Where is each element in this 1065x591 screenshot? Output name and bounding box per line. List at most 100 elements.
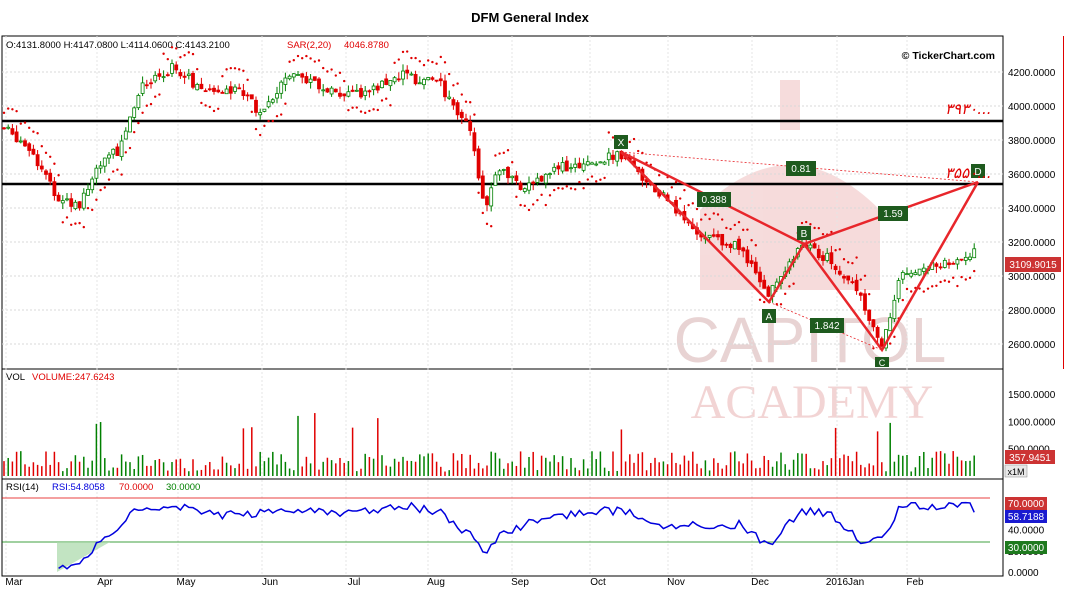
sar-dot (607, 131, 610, 134)
candle-body (493, 174, 498, 186)
candle-body (228, 86, 233, 94)
sar-dot (746, 228, 749, 231)
candle-body (543, 173, 548, 184)
candle-body (81, 192, 86, 209)
sar-dot (910, 290, 913, 293)
last-price-box: 3109.9015 (1005, 257, 1061, 272)
copyright-label: © TickerChart.com (902, 50, 995, 62)
x-axis-label: Feb (906, 577, 924, 588)
candle-body (422, 78, 426, 86)
sar-dot (905, 287, 909, 291)
sar-dot (809, 223, 812, 226)
candle-body (942, 259, 947, 268)
sar-dot (74, 222, 77, 225)
candle-body (212, 87, 216, 92)
candle-body (98, 165, 103, 169)
candle-body (510, 175, 515, 179)
x-axis-label: Jun (262, 577, 278, 588)
candle-body (409, 73, 414, 76)
sar-dot (830, 230, 833, 234)
sar-dot (422, 63, 426, 67)
sar-dot (557, 186, 560, 190)
sar-dot (95, 198, 98, 201)
sar-dot (527, 208, 531, 212)
candle-body (363, 90, 368, 96)
ratio-xb: 0.388 (697, 192, 731, 207)
svg-text:A: A (766, 312, 773, 323)
sar-dot (872, 347, 875, 350)
candle-body (871, 319, 876, 328)
rsi-lower-box: 30.0000 (1005, 541, 1047, 554)
candle-body (808, 244, 813, 249)
sar-dot (477, 191, 480, 195)
candle-body (556, 165, 561, 170)
candle-body (401, 70, 405, 80)
sar-dot (775, 302, 778, 306)
svg-text:357.9451: 357.9451 (1009, 453, 1051, 464)
sar-dot (292, 59, 295, 62)
point-x: X (614, 135, 628, 149)
sar-dot (565, 185, 568, 188)
sar-dot (855, 256, 858, 259)
candle-body (392, 77, 397, 83)
sar-dot (32, 130, 35, 133)
watermark-line2: ACADEMY (691, 376, 934, 429)
candle-body (123, 130, 128, 140)
volume-tick-label: 1000.0000 (1008, 417, 1056, 428)
sar-dot (175, 47, 178, 50)
x-axis-label: Mar (5, 577, 23, 588)
candle-body (275, 93, 279, 99)
candle-body (968, 256, 972, 260)
price-tick-label: 3400.0000 (1008, 204, 1056, 215)
candle-body (23, 140, 27, 147)
candle-body (2, 127, 6, 130)
candle-body (741, 247, 746, 252)
sar-dot (788, 285, 791, 288)
pattern-triangle-upper (620, 150, 979, 246)
sar-dot (166, 57, 169, 61)
x-axis-label: May (177, 577, 196, 588)
candle-body (136, 95, 141, 109)
candle-body (728, 243, 733, 249)
candle-body (972, 248, 977, 259)
candle-body (90, 178, 95, 191)
sar-dot (779, 303, 783, 306)
sar-dot (511, 161, 514, 164)
sar-dot (498, 152, 501, 155)
candle-body (56, 194, 61, 202)
candle-body (270, 99, 275, 103)
candle-body (144, 84, 149, 87)
candle-body (60, 200, 65, 204)
candle-body (535, 177, 540, 183)
candle-body (115, 146, 120, 156)
candle-body (434, 79, 439, 82)
candle-body (472, 132, 477, 152)
sar-dot (397, 58, 400, 61)
candle-body (354, 89, 359, 92)
x-axis-label: Nov (667, 577, 685, 588)
sar-dot (725, 226, 728, 230)
candle-body (262, 108, 267, 112)
sar-dot (120, 173, 123, 176)
sar-dot (506, 149, 510, 152)
sar-dot (40, 144, 43, 148)
sar-dot (267, 119, 270, 123)
candle-body (812, 243, 817, 249)
candle-body (325, 88, 330, 93)
sar-dot (540, 193, 543, 197)
sar-dot (368, 109, 371, 113)
candle-body (14, 131, 19, 143)
candle-body (489, 187, 494, 207)
sar-dot (952, 276, 955, 279)
svg-text:58.7188: 58.7188 (1008, 512, 1045, 523)
sar-dot (355, 106, 358, 109)
sar-dot (128, 146, 132, 150)
sar-dot (15, 109, 18, 113)
candle-body (611, 154, 615, 160)
sar-dot (116, 168, 119, 171)
sar-dot (859, 278, 862, 281)
candle-body (842, 275, 846, 279)
rsi-upper-box: 70.0000 (1005, 497, 1047, 510)
candle-body (606, 152, 611, 161)
sar-dot (238, 68, 241, 71)
